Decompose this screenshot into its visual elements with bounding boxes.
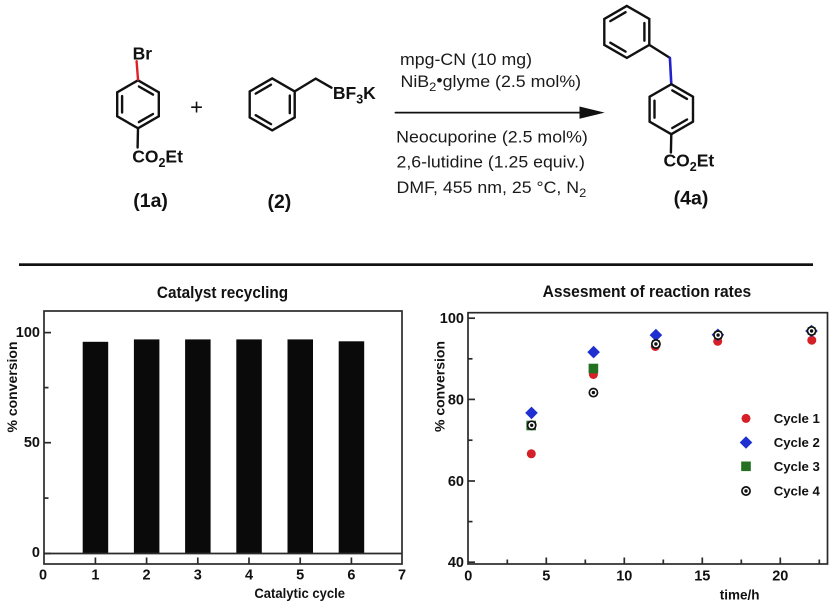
svg-text:Br: Br bbox=[133, 43, 153, 63]
svg-text:CO2Et: CO2Et bbox=[132, 146, 183, 170]
svg-text:2: 2 bbox=[143, 568, 151, 584]
svg-text:4: 4 bbox=[245, 568, 253, 584]
svg-text:40: 40 bbox=[448, 555, 464, 571]
svg-text:100: 100 bbox=[16, 325, 40, 341]
svg-text:10: 10 bbox=[616, 569, 632, 585]
svg-text:2,6-lutidine (1.25 equiv.): 2,6-lutidine (1.25 equiv.) bbox=[397, 153, 585, 171]
svg-text:Cycle 4: Cycle 4 bbox=[774, 484, 821, 499]
svg-text:Cycle 1: Cycle 1 bbox=[774, 411, 820, 426]
svg-text:Assesment of reaction rates: Assesment of reaction rates bbox=[543, 283, 752, 301]
svg-text:Catalytic cycle: Catalytic cycle bbox=[254, 585, 345, 601]
svg-text:BF3K: BF3K bbox=[333, 83, 376, 107]
svg-text:5: 5 bbox=[542, 569, 550, 585]
svg-text:15: 15 bbox=[694, 569, 710, 585]
svg-text:5: 5 bbox=[296, 568, 304, 584]
svg-text:20: 20 bbox=[772, 569, 788, 585]
svg-text:Cycle 3: Cycle 3 bbox=[774, 459, 820, 474]
svg-text:CO2Et: CO2Et bbox=[664, 151, 715, 175]
svg-text:+: + bbox=[190, 94, 203, 119]
svg-text:1: 1 bbox=[91, 568, 99, 584]
svg-text:0: 0 bbox=[32, 545, 40, 561]
svg-text:0: 0 bbox=[39, 568, 47, 584]
svg-text:time/h: time/h bbox=[720, 587, 760, 603]
svg-text:6: 6 bbox=[347, 568, 355, 584]
svg-text:Cycle 2: Cycle 2 bbox=[774, 435, 820, 450]
svg-text:(4a): (4a) bbox=[674, 187, 709, 209]
svg-text:100: 100 bbox=[440, 311, 464, 327]
svg-text:80: 80 bbox=[448, 392, 464, 408]
svg-text:(1a): (1a) bbox=[133, 190, 168, 212]
svg-text:3: 3 bbox=[194, 568, 202, 584]
svg-text:7: 7 bbox=[398, 568, 406, 584]
svg-text:(2): (2) bbox=[267, 191, 291, 213]
svg-text:50: 50 bbox=[24, 435, 40, 451]
svg-text:Catalyst recycling: Catalyst recycling bbox=[157, 284, 288, 302]
svg-text:DMF, 455 nm, 25 °C, N2: DMF, 455 nm, 25 °C, N2 bbox=[397, 179, 587, 200]
svg-text:60: 60 bbox=[448, 474, 464, 490]
svg-text:% conversion: % conversion bbox=[432, 341, 448, 432]
svg-text:mpg-CN (10 mg): mpg-CN (10 mg) bbox=[400, 51, 532, 69]
svg-text:0: 0 bbox=[464, 569, 472, 585]
svg-text:% conversion: % conversion bbox=[4, 341, 20, 432]
svg-text:Neocuporine (2.5 mol%): Neocuporine (2.5 mol%) bbox=[396, 128, 588, 146]
